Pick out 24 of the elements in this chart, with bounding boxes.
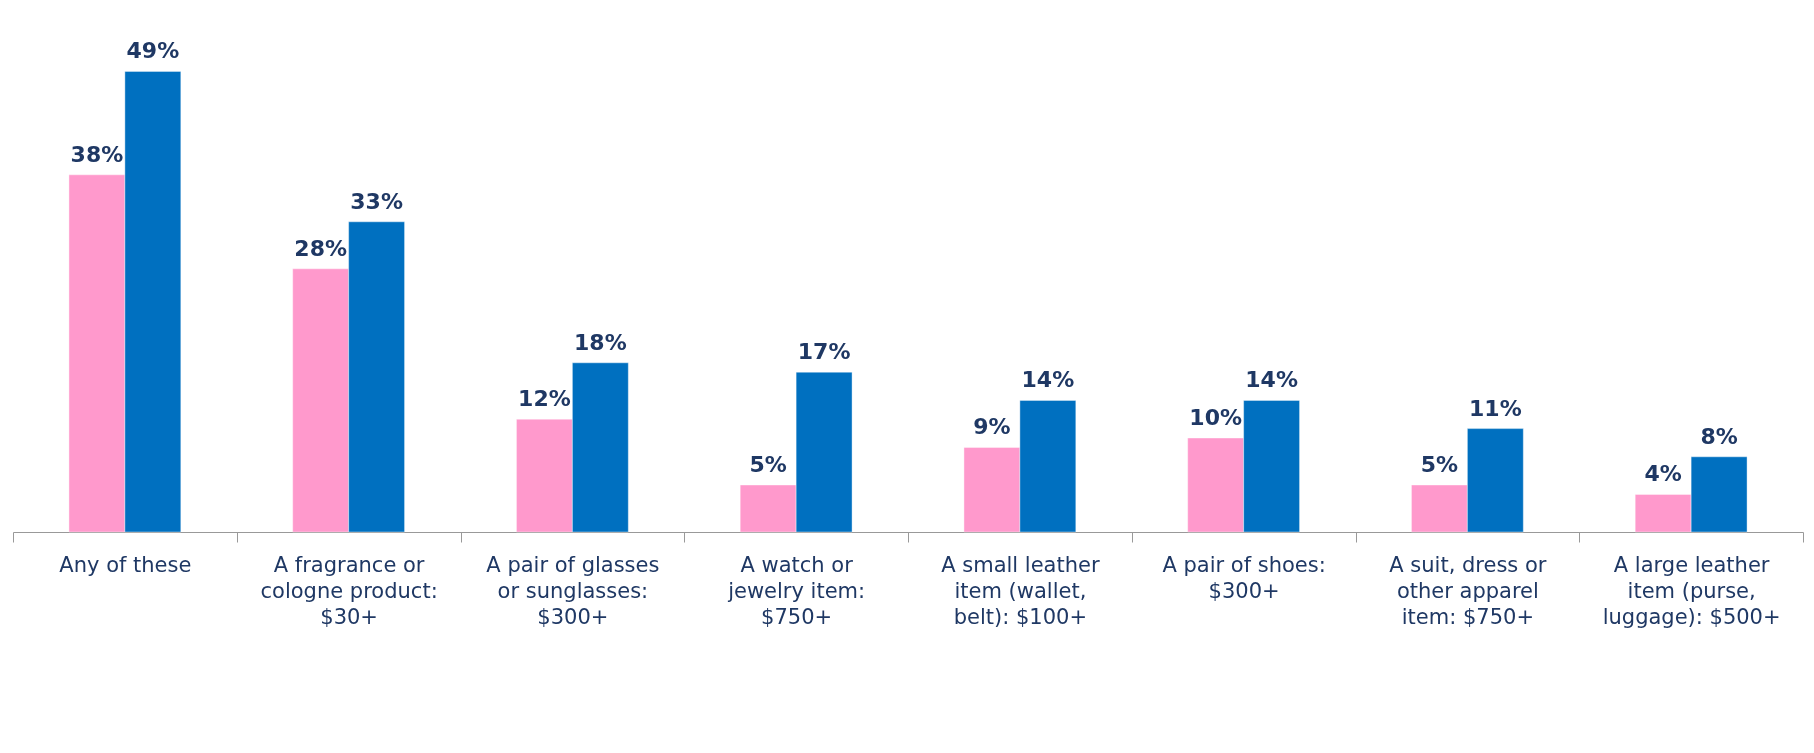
x-tick-label: A pair of glasses or sunglasses: $300+ [486,552,660,629]
data-label: 28% [294,235,347,261]
x-tick-label: Any of these [59,552,192,577]
x-tick-label: A large leather item (purse, luggage): $500+ [1602,552,1781,629]
data-label: 5% [1420,452,1459,477]
data-label: 12% [518,386,571,412]
data-label: 11% [1469,395,1522,421]
data-label: 49% [126,38,180,64]
data-label: 33% [350,188,403,214]
x-tick-label: A small leather item (wallet, belt): $100+ [941,552,1100,629]
x-tick-label: A pair of shoes: $300+ [1162,552,1326,603]
data-label: 14% [1245,367,1298,393]
x-tick-label: A watch or jewelry item: $750+ [727,552,866,629]
data-label: 38% [70,141,124,167]
data-label: 10% [1189,405,1242,430]
data-label: 4% [1644,461,1682,487]
data-label: 5% [749,452,787,477]
data-label: 8% [1700,423,1738,449]
data-label: 9% [973,414,1011,440]
x-tick-label: A fragrance or cologne product: $30+ [260,552,438,629]
data-label: 17% [797,339,851,365]
x-tick-label: A suit, dress or other apparel item: $750+ [1389,552,1547,629]
data-label: 14% [1021,367,1075,393]
data-label: 18% [574,329,627,355]
